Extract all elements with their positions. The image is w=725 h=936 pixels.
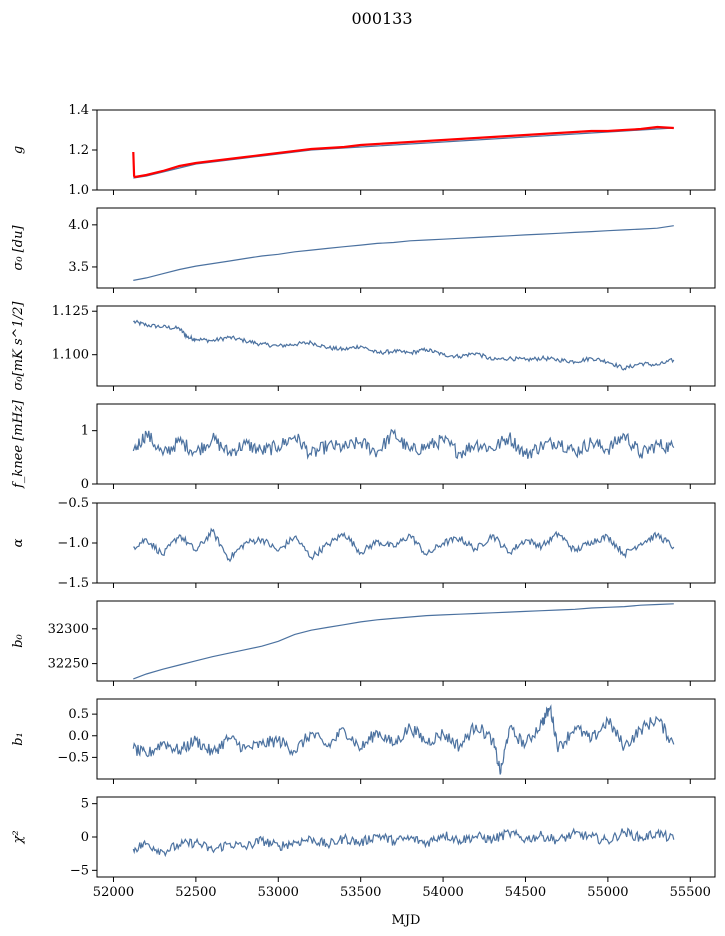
- data-series-line: [133, 603, 674, 680]
- panel-2: 3.5 4.0 σ₀ [du]: [11, 207, 716, 293]
- y-axis-label: χ²: [11, 830, 26, 844]
- y-tick-label: 4.0: [68, 218, 89, 233]
- figure-title: 000133: [351, 9, 412, 28]
- y-tick-label: 1.125: [52, 304, 89, 319]
- y-tick-label: 0.5: [68, 707, 89, 722]
- panel-frame: [96, 109, 716, 191]
- y-tick-label: 32300: [48, 622, 89, 637]
- panel-frame: [96, 305, 716, 387]
- x-tick-label: 54000: [422, 885, 463, 900]
- x-tick-label: 52500: [175, 885, 216, 900]
- y-axis-label: b₀: [11, 633, 26, 647]
- x-tick-label: 53500: [340, 885, 381, 900]
- y-tick-label: −5: [70, 863, 89, 878]
- data-series-line: [132, 428, 675, 460]
- x-axis-label: MJD: [392, 913, 421, 928]
- panel-5: −1.5 −1.0 −0.5 α: [11, 496, 716, 591]
- y-axis-label: f_knee [mHz]: [11, 399, 26, 489]
- fit-series-line: [132, 125, 674, 179]
- y-axis-label: b₁: [11, 732, 26, 746]
- y-tick-label: −0.5: [57, 496, 89, 511]
- y-tick-label: 1.100: [52, 348, 89, 363]
- panel-1: 1.0 1.2 1.4 g: [11, 103, 716, 198]
- data-series-line: [132, 704, 675, 775]
- data-series-line: [133, 527, 675, 563]
- y-axis-label: σ₀[mK s^1/2]: [11, 301, 26, 391]
- panel-frame: [96, 698, 716, 780]
- y-tick-label: 1: [81, 424, 89, 439]
- panel-7: −0.5 0.0 0.5 b₁: [11, 698, 716, 784]
- y-axis-label: α: [11, 538, 26, 547]
- panel-frame: [96, 600, 716, 682]
- data-series-line: [133, 225, 674, 281]
- x-tick-label: 54500: [505, 885, 546, 900]
- y-tick-label: 3.5: [68, 260, 89, 275]
- y-tick-label: 1.0: [68, 183, 89, 198]
- panel-8: −5 0 5 52000 52500 53000 53500 54000 54500 55000 5…: [11, 796, 716, 900]
- y-tick-label: 0.0: [68, 729, 89, 744]
- x-tick-label: 55000: [587, 885, 628, 900]
- x-tick-label: 55500: [670, 885, 711, 900]
- data-series-line: [132, 827, 675, 858]
- panel-frame: [96, 403, 716, 485]
- panel-6: 32250 32300 b₀: [11, 600, 716, 686]
- x-tick-label: 52000: [93, 885, 134, 900]
- y-tick-label: −1.0: [57, 536, 89, 551]
- panel-frame: [96, 502, 716, 584]
- y-tick-label: 1.2: [68, 143, 89, 158]
- data-series-line: [133, 127, 674, 179]
- y-axis-label: σ₀ [du]: [11, 225, 26, 271]
- y-tick-label: 0: [81, 830, 89, 845]
- y-tick-label: −1.5: [57, 576, 89, 591]
- y-axis-label: g: [11, 146, 26, 154]
- panel-frame: [96, 207, 716, 289]
- panels-group: 1.0 1.2 1.4 g 3.5 4.0 σ₀ [du] 1.100 1.125 σ₀[mK s…: [11, 103, 716, 900]
- y-tick-label: 0: [81, 477, 89, 492]
- y-tick-label: 5: [81, 797, 89, 812]
- data-series-line: [133, 319, 675, 371]
- x-tick-label: 53000: [258, 885, 299, 900]
- y-tick-label: 1.4: [68, 103, 89, 118]
- panel-4: 0 1 f_knee [mHz]: [11, 399, 716, 492]
- y-tick-label: −0.5: [57, 750, 89, 765]
- y-tick-label: 32250: [48, 657, 89, 672]
- panel-3: 1.100 1.125 σ₀[mK s^1/2]: [11, 301, 716, 391]
- panel-frame: [96, 796, 716, 878]
